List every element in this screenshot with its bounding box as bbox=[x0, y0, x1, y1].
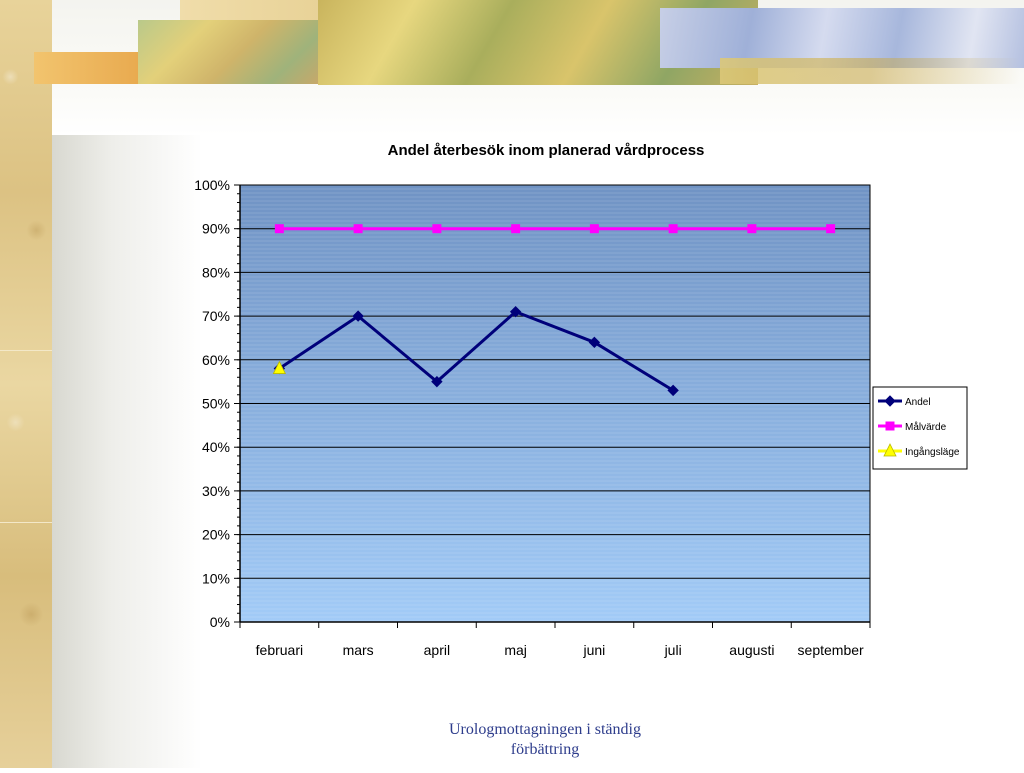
legend-marker bbox=[885, 421, 895, 431]
footer-line-2: förbättring bbox=[510, 741, 580, 758]
data-point bbox=[353, 224, 363, 234]
y-tick-label: 80% bbox=[202, 264, 230, 280]
x-tick-label: juli bbox=[664, 642, 682, 658]
legend-label: Andel bbox=[905, 397, 931, 408]
series-line-0 bbox=[278, 310, 674, 392]
strip-seam bbox=[0, 350, 52, 351]
data-point bbox=[747, 224, 757, 234]
data-point bbox=[432, 224, 442, 234]
data-point bbox=[826, 224, 836, 234]
data-point bbox=[274, 224, 284, 234]
legend-marker bbox=[884, 395, 896, 407]
legend-label: Ingångsläge bbox=[905, 446, 960, 458]
y-tick-label: 70% bbox=[202, 308, 230, 324]
x-tick-label: juni bbox=[582, 642, 605, 658]
legend-marker bbox=[883, 443, 897, 457]
banner-orange-block bbox=[34, 52, 144, 84]
x-tick-label: februari bbox=[256, 642, 303, 658]
banner-leaf-image bbox=[138, 20, 318, 84]
data-point bbox=[668, 224, 678, 234]
legend-label: Målvärde bbox=[905, 421, 947, 433]
background-texture-strip bbox=[0, 0, 52, 768]
y-tick-label: 10% bbox=[202, 570, 230, 586]
y-tick-label: 40% bbox=[202, 439, 230, 455]
y-tick-label: 50% bbox=[202, 396, 230, 412]
footer-line-1: Urologmottagningen i ständig bbox=[449, 721, 641, 738]
y-tick-label: 30% bbox=[202, 483, 230, 499]
data-point bbox=[588, 336, 601, 349]
y-tick-label: 0% bbox=[210, 614, 230, 630]
data-point bbox=[667, 384, 679, 397]
y-tick-label: 20% bbox=[202, 527, 230, 543]
x-tick-label: maj bbox=[504, 642, 527, 658]
data-point bbox=[589, 224, 599, 234]
x-tick-label: mars bbox=[343, 642, 374, 658]
data-point bbox=[509, 306, 522, 318]
y-tick-label: 100% bbox=[194, 177, 230, 193]
banner-wheat-image bbox=[720, 58, 1020, 84]
strip-seam bbox=[0, 522, 52, 523]
chart-title: Andel återbesök inom planerad vårdproces… bbox=[388, 142, 705, 159]
footer-caption: Urologmottagningen i ständig förbättring bbox=[400, 720, 690, 760]
x-tick-label: augusti bbox=[729, 642, 774, 658]
banner-beige-block bbox=[180, 0, 360, 22]
x-tick-label: april bbox=[424, 642, 450, 658]
x-tick-label: september bbox=[798, 642, 864, 658]
data-point bbox=[431, 375, 443, 388]
data-point bbox=[511, 224, 521, 234]
data-point bbox=[352, 310, 364, 322]
y-tick-label: 90% bbox=[202, 221, 230, 237]
data-point bbox=[272, 360, 287, 374]
y-tick-label: 60% bbox=[202, 352, 230, 368]
